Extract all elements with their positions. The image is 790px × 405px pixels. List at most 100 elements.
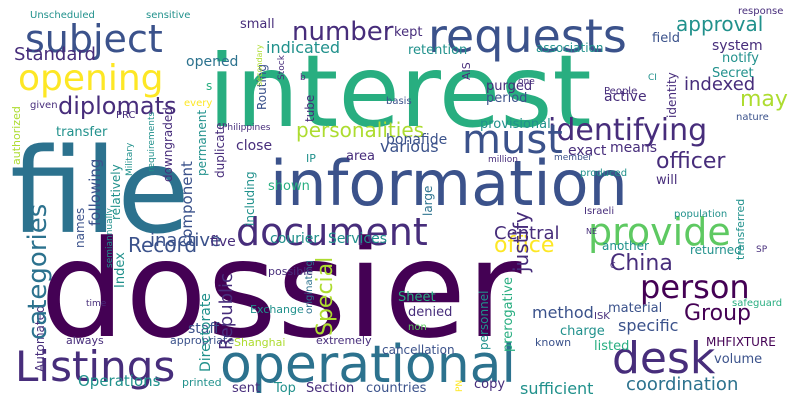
- word-material: material: [608, 301, 662, 316]
- word-isk: ISK: [594, 311, 610, 322]
- word-following: following: [86, 159, 104, 226]
- word-dossier: dossier: [40, 212, 522, 368]
- word-another: another: [602, 239, 649, 253]
- word-personnel: personnel: [477, 291, 491, 350]
- word-operations: Directorate: [198, 293, 214, 372]
- word-member: member: [554, 153, 592, 163]
- word-people: People: [604, 86, 637, 97]
- word-sufficient: sufficient: [520, 379, 593, 398]
- word-sheet: Sheet: [398, 290, 436, 305]
- word-provide: provide: [588, 210, 731, 254]
- word-period: period: [486, 91, 527, 106]
- word-must: must: [462, 117, 563, 163]
- word-file: file: [10, 122, 190, 260]
- word-listings: Listings: [15, 342, 175, 391]
- word-central: Central: [494, 223, 560, 244]
- word-sensitive: sensitive: [146, 10, 190, 21]
- word-duplicate: duplicate: [213, 122, 227, 178]
- word-countries: countries: [366, 381, 427, 396]
- word-five: five: [210, 234, 236, 250]
- word-returned: returned: [690, 243, 742, 257]
- word-index: Index: [113, 252, 128, 288]
- word-ci: CI: [648, 73, 657, 83]
- word-listed: listed: [594, 339, 629, 354]
- word-downgraded: downgraded: [161, 107, 175, 182]
- word-group: Group: [684, 301, 751, 326]
- word-opened: opened: [186, 54, 238, 70]
- word-israeli: Israeli: [584, 206, 614, 217]
- word-response: response: [738, 6, 783, 17]
- word-one: one: [518, 77, 535, 87]
- word-inactive: inactive: [150, 230, 221, 251]
- word-personalities: personalities: [296, 118, 424, 142]
- word-volume: volume: [714, 352, 762, 367]
- word-close: close: [236, 138, 272, 154]
- word-active: active: [604, 89, 647, 105]
- word-appropriate: appropriate: [170, 334, 234, 347]
- word-produced: produced: [580, 168, 627, 179]
- word-s: s: [206, 79, 212, 93]
- word-specific: specific: [618, 316, 678, 335]
- word-identity: identity: [665, 72, 679, 118]
- word-information: information: [270, 147, 628, 220]
- word-every: every: [184, 98, 212, 109]
- word-secondary: secondary: [255, 44, 264, 86]
- word-nature: nature: [736, 112, 769, 123]
- word-top: Top: [273, 381, 296, 396]
- word-approval: approval: [676, 12, 763, 36]
- word-ais: AIS: [460, 62, 473, 80]
- word-c: C: [610, 261, 616, 270]
- word-field: field: [652, 31, 680, 46]
- word-small: small: [240, 17, 275, 32]
- word-document: document: [236, 210, 428, 254]
- word-coordination: coordination: [626, 374, 738, 395]
- word-number: number: [292, 17, 394, 47]
- word-section: Section: [306, 381, 354, 396]
- word-provisional: provisional: [480, 117, 551, 132]
- word-interest: interest: [208, 33, 592, 150]
- word-copy: copy: [474, 377, 505, 392]
- word-relatively: relatively: [109, 164, 123, 220]
- word-bonafide: bonafide: [386, 132, 447, 148]
- word-mhfixture: MHFIXTURE: [706, 335, 776, 349]
- word-categories: categories: [23, 204, 53, 340]
- word-operational: operational: [220, 335, 516, 395]
- word-component: component: [178, 161, 196, 246]
- word-authorized: authorized: [10, 106, 23, 165]
- word-staff: staff: [188, 321, 219, 337]
- word-names: names: [73, 208, 87, 248]
- word-record: Record: [128, 233, 197, 257]
- word-safeguard: safeguard: [732, 298, 782, 309]
- word-unscheduled: Unscheduled: [30, 10, 95, 21]
- word-ne: NE: [586, 227, 597, 236]
- word-automated: Automated: [33, 305, 47, 372]
- word-denied: denied: [408, 305, 452, 320]
- word-will: will: [656, 173, 677, 188]
- word-services: Services: [328, 231, 387, 247]
- word-semiannually: semiannually: [105, 207, 115, 268]
- word-area: area: [346, 149, 375, 164]
- word-basis: basis: [386, 96, 412, 107]
- word-kept: kept: [394, 25, 422, 40]
- word-notify: notify: [722, 51, 759, 66]
- word-office: office: [494, 233, 554, 258]
- word-special: Special: [313, 257, 338, 336]
- word-originating: originating: [304, 260, 315, 314]
- word-retention: retention: [408, 43, 467, 58]
- word-officer: officer: [656, 149, 726, 174]
- word-stock: Stock: [277, 54, 287, 80]
- word-printed: printed: [182, 376, 222, 389]
- word-b: b: [300, 73, 306, 83]
- word-possible: possible: [268, 265, 313, 278]
- word-desk: desk: [612, 333, 716, 384]
- word-secret: Secret: [712, 66, 754, 81]
- word-may: may: [740, 87, 788, 112]
- word-transfer: transfer: [56, 125, 108, 140]
- word-china: China: [610, 251, 673, 276]
- word-indexed: indexed: [684, 74, 755, 95]
- word-large: large: [421, 186, 435, 216]
- word-means: means: [610, 140, 657, 156]
- word-diplomats: diplomats: [58, 92, 177, 120]
- word-extremely: extremely: [316, 334, 372, 347]
